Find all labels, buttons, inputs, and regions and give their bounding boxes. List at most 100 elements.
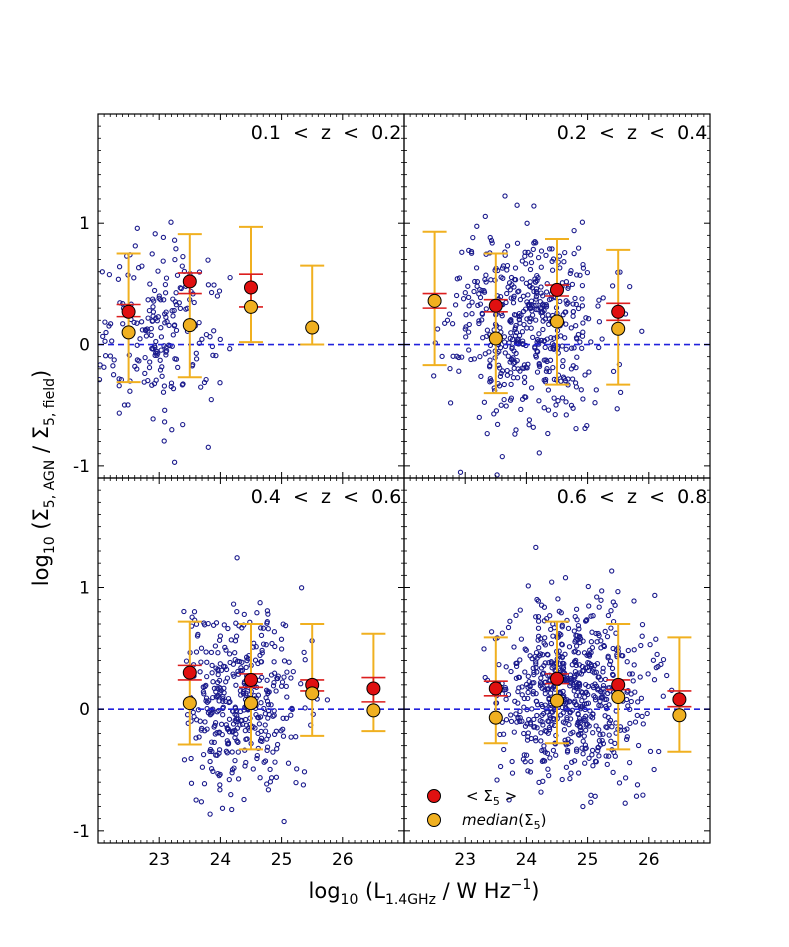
- scatter-point: [555, 596, 561, 602]
- scatter-point: [601, 643, 608, 650]
- scatter-point: [504, 372, 511, 378]
- scatter-point: [218, 721, 225, 727]
- scatter-point: [512, 359, 518, 366]
- scatter-point: [533, 738, 539, 744]
- x-tick-label: 25: [271, 850, 293, 870]
- scatter-point: [525, 292, 531, 298]
- scatter-point: [566, 699, 572, 705]
- scatter-point: [521, 752, 527, 758]
- scatter-point: [574, 617, 580, 623]
- scatter-point: [224, 738, 230, 744]
- scatter-point: [521, 379, 528, 386]
- scatter-point: [518, 312, 524, 318]
- scatter-point: [161, 438, 167, 444]
- scatter-point: [262, 758, 269, 764]
- scatter-point: [577, 718, 583, 724]
- scatter-points: [98, 219, 233, 465]
- scatter-point: [194, 633, 201, 639]
- scatter-point: [205, 257, 211, 263]
- scatter-point: [288, 675, 294, 681]
- scatter-point: [579, 303, 586, 309]
- scatter-point: [605, 655, 611, 661]
- scatter-point: [624, 696, 630, 703]
- scatter-point: [469, 299, 475, 305]
- scatter-point: [544, 750, 551, 757]
- scatter-point: [264, 608, 271, 614]
- scatter-point: [572, 648, 579, 654]
- scatter-point: [546, 296, 553, 303]
- scatter-point: [532, 238, 538, 245]
- scatter-point: [501, 396, 507, 403]
- scatter-point: [254, 755, 260, 762]
- scatter-point: [279, 679, 286, 685]
- scatter-point: [496, 661, 502, 668]
- scatter-point: [264, 744, 271, 750]
- scatter-point: [553, 402, 559, 408]
- scatter-point: [634, 712, 640, 719]
- scatter-point: [163, 344, 169, 351]
- scatter-points: [431, 193, 645, 478]
- scatter-point: [533, 659, 539, 665]
- scatter-point: [281, 658, 288, 664]
- scatter-point: [232, 638, 239, 644]
- scatter-point: [513, 312, 519, 318]
- scatter-point: [193, 735, 199, 741]
- x-tick-label: 26: [638, 850, 660, 870]
- scatter-point: [537, 718, 543, 724]
- scatter-point: [217, 771, 223, 778]
- scatter-point: [513, 663, 520, 670]
- scatter-point: [265, 715, 271, 721]
- scatter-point: [577, 272, 583, 278]
- scatter-point: [654, 651, 660, 658]
- scatter-point: [260, 641, 267, 647]
- scatter-point: [481, 399, 488, 405]
- scatter-point: [615, 588, 621, 595]
- scatter-point: [100, 333, 106, 340]
- scatter-point: [477, 353, 483, 360]
- scatter-point: [548, 659, 554, 665]
- scatter-point: [203, 649, 209, 655]
- scatter-point: [569, 376, 576, 382]
- panel-2: 0.2 < z < 0.4: [403, 113, 711, 479]
- scatter-point: [466, 303, 472, 309]
- scatter-point: [514, 240, 521, 246]
- scatter-point: [534, 596, 540, 603]
- scatter-point: [169, 308, 175, 314]
- scatter-point: [588, 339, 594, 345]
- scatter-point: [456, 368, 462, 374]
- scatter-point: [486, 349, 492, 355]
- scatter-point: [542, 635, 548, 641]
- scatter-point: [547, 715, 554, 721]
- scatter-point: [599, 737, 605, 744]
- scatter-point: [505, 624, 512, 631]
- scatter-point: [324, 697, 331, 703]
- scatter-point: [523, 280, 530, 286]
- legend-mean-marker: [427, 789, 441, 803]
- scatter-point: [109, 338, 115, 344]
- scatter-point: [574, 336, 580, 342]
- scatter-point: [189, 614, 195, 620]
- scatter-point: [209, 670, 215, 676]
- scatter-point: [605, 612, 612, 619]
- scatter-point: [527, 721, 534, 727]
- scatter-point: [635, 742, 642, 749]
- scatter-point: [447, 400, 454, 406]
- scatter-point: [631, 662, 637, 668]
- scatter-point: [575, 637, 581, 643]
- scatter-point: [530, 334, 536, 341]
- scatter-point: [223, 722, 229, 728]
- scatter-point: [270, 683, 277, 689]
- median-point: [121, 325, 136, 340]
- scatter-point: [174, 272, 181, 278]
- scatter-point: [172, 256, 178, 263]
- scatter-point: [147, 359, 153, 365]
- scatter-point: [536, 450, 542, 456]
- scatter-point: [651, 766, 657, 773]
- scatter-point: [198, 645, 205, 651]
- scatter-point: [521, 362, 528, 368]
- scatter-point: [538, 738, 544, 744]
- scatter-point: [602, 628, 608, 635]
- scatter-point: [504, 243, 511, 249]
- scatter-point: [471, 288, 477, 295]
- scatter-point: [553, 660, 559, 666]
